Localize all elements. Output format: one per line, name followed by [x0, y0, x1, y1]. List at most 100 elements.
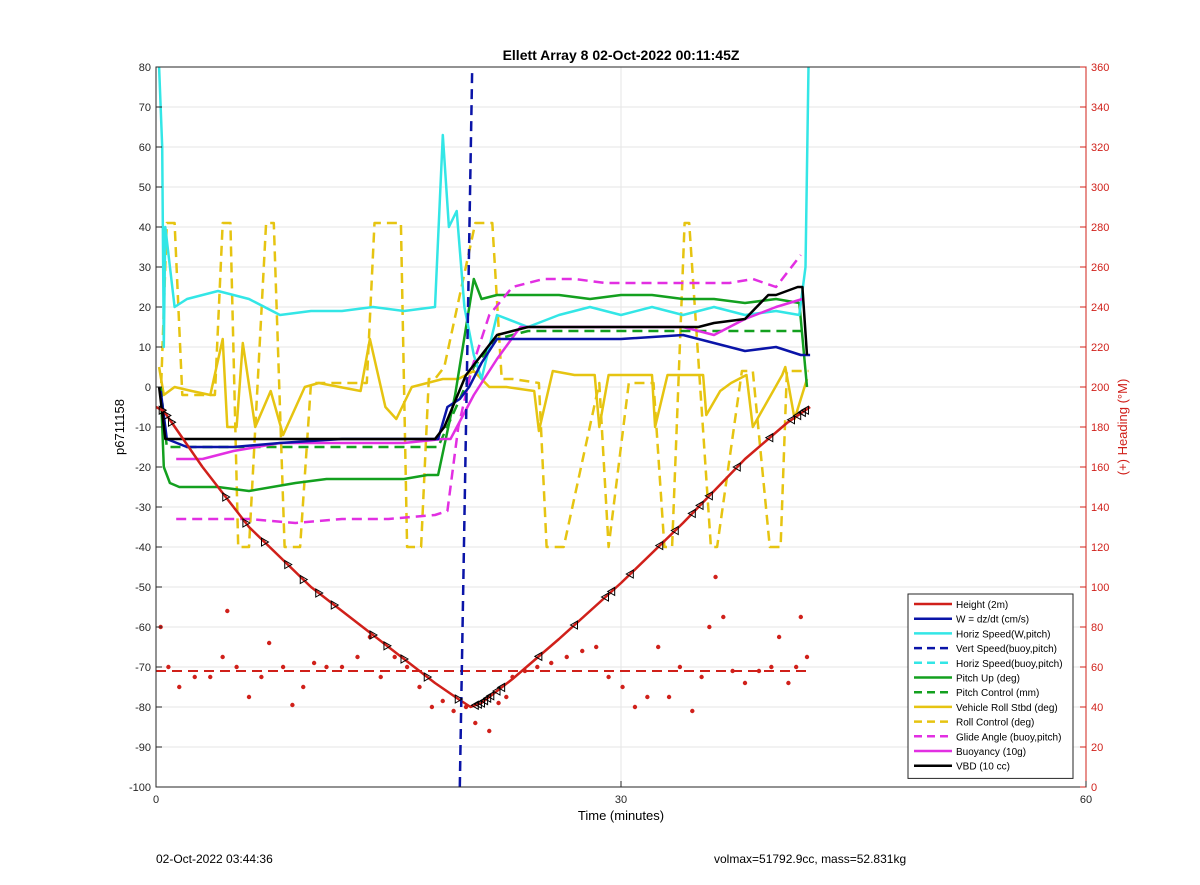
height-marker: [473, 699, 482, 710]
height-marker: [704, 490, 713, 501]
tick-label-right: 160: [1091, 462, 1109, 474]
heading-point: [440, 698, 445, 704]
axes: 80706050403020100-10-20-30-40-50-60-70-8…: [129, 62, 1109, 806]
series-glide-angle-buoy-pitch: [176, 254, 802, 525]
height-marker: [299, 574, 309, 585]
heading-point: [290, 702, 295, 708]
heading-point: [786, 680, 791, 686]
heading-point: [417, 684, 422, 690]
height-marker: [242, 518, 251, 528]
heading-point: [510, 674, 515, 680]
tick-label-left: -40: [135, 542, 151, 554]
tick-label-right: 100: [1091, 582, 1109, 594]
heading-point: [699, 674, 704, 680]
height-marker: [454, 694, 464, 704]
heading-point: [769, 664, 774, 670]
heading-point: [793, 664, 799, 670]
tick-label-x: 0: [153, 794, 159, 806]
height-marker: [786, 414, 795, 425]
tick-label-left: 10: [139, 342, 151, 354]
tick-label-left: -100: [129, 782, 151, 794]
heading-point: [378, 674, 383, 680]
height-marker: [330, 600, 340, 610]
heading-point: [404, 664, 410, 670]
tick-label-right: 120: [1091, 542, 1109, 554]
heading-point: [339, 664, 345, 670]
legend-label: Roll Control (deg): [956, 718, 1034, 729]
heading-point: [756, 668, 762, 674]
tick-label-left: 40: [139, 222, 151, 234]
heading-point: [192, 674, 197, 680]
tick-label-right: 220: [1091, 342, 1109, 354]
heading-point: [177, 684, 182, 690]
series-vert-speed-buoy-pitch: [458, 66, 474, 788]
tick-label-right: 240: [1091, 302, 1109, 314]
tick-label-left: 0: [145, 382, 151, 394]
height-marker: [369, 630, 379, 640]
legend-box: [907, 593, 1074, 779]
tick-label-left: 50: [139, 182, 151, 194]
legend-label: VBD (10 cc): [956, 762, 1010, 773]
series-buoyancy-10g: [176, 297, 803, 461]
height-marker: [654, 540, 664, 551]
series-pitch-control-mm: [159, 329, 807, 449]
heading-point: [355, 654, 360, 660]
height-marker: [158, 405, 168, 416]
heading-point: [713, 574, 718, 580]
tick-label-left: 20: [139, 302, 151, 314]
tick-label-left: -90: [135, 742, 151, 754]
legend-label: Pitch Control (mm): [956, 688, 1039, 699]
heading-point: [656, 644, 661, 650]
heading-point: [632, 704, 638, 710]
tick-label-left: 30: [139, 262, 151, 274]
height-marker: [423, 672, 433, 682]
heading-point: [776, 634, 782, 640]
heading-point: [473, 720, 478, 726]
height-marker: [261, 537, 270, 547]
chart-title: Ellett Array 8 02-Oct-2022 00:11:45Z: [503, 47, 740, 63]
heading-point: [804, 654, 810, 660]
tick-label-right: 260: [1091, 262, 1109, 274]
y-axis-label-left: p6711158: [112, 399, 127, 455]
tick-label-right: 80: [1091, 622, 1103, 634]
series-vbd-10-cc: [157, 285, 809, 441]
tick-label-x: 30: [615, 794, 627, 806]
tick-label-right: 200: [1091, 382, 1109, 394]
heading-point: [677, 664, 683, 670]
y-axis-label-right: (+) Heading (°M): [1115, 379, 1130, 476]
series-horiz-speed-w-pitch: [157, 66, 810, 381]
tick-label-left: -10: [135, 422, 151, 434]
tick-label-x: 60: [1080, 794, 1092, 806]
plot-area: [155, 66, 811, 788]
x-axis-label: Time (minutes): [578, 808, 664, 823]
heading-point: [690, 708, 695, 714]
tick-label-right: 40: [1091, 702, 1103, 714]
height-marker: [533, 651, 543, 662]
heading-point: [429, 704, 435, 710]
heading-point: [311, 660, 317, 666]
legend-label: Vert Speed(buoy,pitch): [956, 644, 1057, 655]
heading-point: [463, 704, 469, 710]
legend-label: Buoyancy (10g): [956, 747, 1026, 758]
height-marker: [168, 417, 177, 428]
tick-label-right: 60: [1091, 662, 1103, 674]
tick-label-right: 320: [1091, 142, 1109, 154]
heading-point: [721, 614, 726, 620]
height-marker: [163, 410, 172, 421]
legend-label: Pitch Up (deg): [956, 674, 1020, 685]
tick-label-left: -80: [135, 702, 151, 714]
height-marker: [600, 592, 609, 602]
heading-point: [166, 664, 171, 670]
legend-label: Glide Angle (buoy,pitch): [956, 732, 1061, 743]
heading-point: [742, 680, 748, 686]
heading-point: [208, 674, 213, 680]
series-height-2m: [155, 405, 811, 709]
heading-point: [496, 700, 501, 706]
tick-label-left: 80: [139, 62, 151, 74]
heading-point: [535, 664, 540, 670]
tick-label-right: 360: [1091, 62, 1109, 74]
footer-timestamp: 02-Oct-2022 03:44:36: [156, 852, 273, 866]
height-marker: [695, 500, 704, 511]
series-roll-control-deg: [159, 221, 809, 549]
